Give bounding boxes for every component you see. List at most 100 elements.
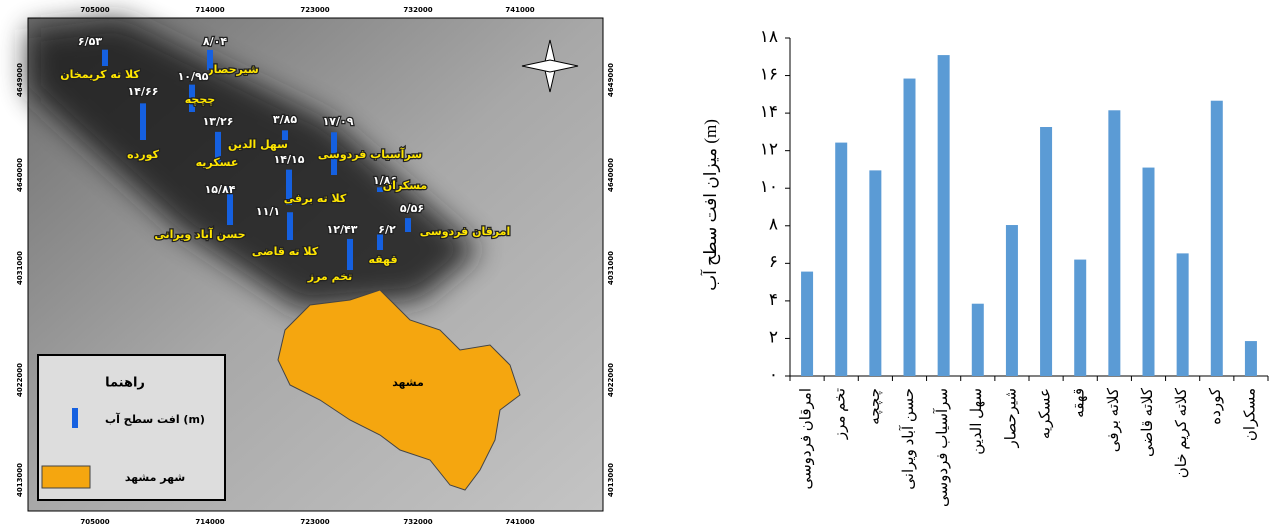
map-place-label: عسکریه <box>196 156 239 169</box>
map-value-label: ۱۳/۲۶ <box>203 115 234 128</box>
city-label: مشهد <box>392 376 424 389</box>
map-bar <box>405 218 411 232</box>
x-tick-label: چچچه <box>867 388 883 425</box>
map-value-label: ۳/۸۵ <box>273 113 297 126</box>
map-value-label: ۸/۰۴ <box>203 35 227 48</box>
map-place-label: قهقه <box>368 253 397 266</box>
y-tick-label: ۶ <box>769 252 778 271</box>
map-place-label: چچچه <box>185 93 215 106</box>
x-tick-label: امرقان فردوسی <box>799 388 815 489</box>
y-tick-label: ۱۸ <box>760 27 778 46</box>
map-place-label: مسکران <box>383 179 427 192</box>
map-x-tick: 714000 <box>195 518 224 526</box>
legend-title: راهنما <box>105 376 145 391</box>
y-tick-label: ۲ <box>769 327 778 346</box>
map-bar <box>347 239 353 270</box>
bar <box>1074 260 1086 376</box>
map-value-label: ۶/۲ <box>378 223 396 236</box>
bar <box>1177 253 1189 376</box>
map-y-tick: 4640000 <box>16 158 24 192</box>
map-y-tick: 4022000 <box>16 363 24 397</box>
map-place-label: امرقان فردوسی <box>420 225 510 238</box>
map-y-tick: 4640000 <box>607 158 615 192</box>
map-value-label: ۱۴/۱۵ <box>274 153 305 166</box>
map-y-tick: 4649000 <box>16 63 24 97</box>
map-x-tick: 705000 <box>80 6 109 14</box>
bar <box>938 55 950 376</box>
x-tick-label: سرآسیاب فردوسی <box>933 388 951 507</box>
map-place-label: کلا ته کریمخان <box>60 68 140 81</box>
bar <box>1006 225 1018 376</box>
map-y-tick: 4031000 <box>16 251 24 285</box>
map-x-tick: 705000 <box>80 518 109 526</box>
map-place-label: شیرحصار <box>206 63 258 76</box>
x-tick-label: تخم مرز <box>833 388 849 440</box>
bar <box>1108 110 1120 376</box>
map-bar <box>287 212 293 240</box>
x-tick-label: کلاته برفی <box>1106 387 1122 452</box>
map-value-label: ۶/۵۳ <box>78 35 102 48</box>
page: مشهد راهنما افت سطح آب (m) شهر مشهد میزا… <box>0 0 1275 531</box>
bar <box>1040 127 1052 376</box>
y-tick-label: ۱۴ <box>760 102 778 121</box>
map-y-tick: 4649000 <box>607 63 615 97</box>
x-tick-label: کورده <box>1208 387 1224 425</box>
legend-label: شهر مشهد <box>125 471 185 484</box>
x-tick-label: کلاته کریم خان <box>1174 387 1190 478</box>
y-tick-label: ۸ <box>769 215 778 234</box>
map-place-label: سرآسیاب فردوسی <box>318 147 422 161</box>
map-place-label: کورده <box>127 148 159 161</box>
y-tick-label: ۱۲ <box>760 140 778 159</box>
x-tick-label: شیرحصار <box>1003 388 1019 448</box>
map-bar <box>140 103 146 140</box>
map-place-label: حسن آباد ویرانی <box>154 227 245 241</box>
map-bar <box>102 50 108 66</box>
map-x-tick: 732000 <box>403 6 432 14</box>
map-x-tick: 741000 <box>505 518 534 526</box>
map-place-label: کلا ته برفی <box>284 192 347 205</box>
map-value-label: ۱۰/۹۵ <box>178 70 209 83</box>
legend-label: افت سطح آب (m) <box>105 412 205 426</box>
map-value-label: ۱۲/۴۳ <box>327 223 358 236</box>
map-y-tick: 4031000 <box>607 251 615 285</box>
y-tick-label: ۴ <box>769 290 778 309</box>
x-tick-label: حسن آباد ویرانی <box>899 388 917 490</box>
map-x-tick: 741000 <box>505 6 534 14</box>
bar <box>1245 341 1257 376</box>
bar <box>801 272 813 376</box>
map-value-label: ۱۴/۶۶ <box>128 85 159 98</box>
legend-swatch <box>42 466 90 488</box>
map-place-label: سهل الدین <box>228 138 288 151</box>
x-tick-label: مسکران <box>1242 388 1258 441</box>
map-x-tick: 723000 <box>300 6 329 14</box>
map-place-label: تخم مرز <box>307 270 353 283</box>
map-x-tick: 723000 <box>300 518 329 526</box>
map-value-label: ۱۷/۰۹ <box>323 115 354 128</box>
map-value-label: ۱۱/۱ <box>256 205 280 218</box>
map: مشهد راهنما افت سطح آب (m) شهر مشهد <box>28 18 603 511</box>
map-x-tick: 714000 <box>195 6 224 14</box>
bar <box>1143 168 1155 376</box>
x-tick-label: عسکریه <box>1038 388 1054 439</box>
x-tick-label: قهقه <box>1072 388 1088 418</box>
bar <box>869 170 881 376</box>
bar <box>1211 101 1223 376</box>
map-bar <box>377 235 383 251</box>
bar <box>972 304 984 376</box>
map-value-label: ۱۵/۸۴ <box>205 183 236 196</box>
x-tick-label: کلاته قاضی <box>1140 387 1156 457</box>
map-y-tick: 4013000 <box>16 463 24 497</box>
map-place-label: کلا ته قاضی <box>252 245 319 258</box>
legend-swatch <box>72 408 78 428</box>
map-y-tick: 4013000 <box>607 463 615 497</box>
y-tick-label: ۰ <box>769 365 778 384</box>
y-tick-label: ۱۰ <box>760 177 778 196</box>
y-axis-label: میزان افت سطح آب (m) <box>699 119 721 291</box>
map-x-tick: 732000 <box>403 518 432 526</box>
map-y-tick: 4022000 <box>607 363 615 397</box>
bar <box>904 79 916 376</box>
x-tick-label: سهل الدین <box>969 388 985 455</box>
y-tick-label: ۱۶ <box>760 64 778 83</box>
bar <box>835 143 847 376</box>
map-value-label: ۵/۵۶ <box>400 202 424 215</box>
